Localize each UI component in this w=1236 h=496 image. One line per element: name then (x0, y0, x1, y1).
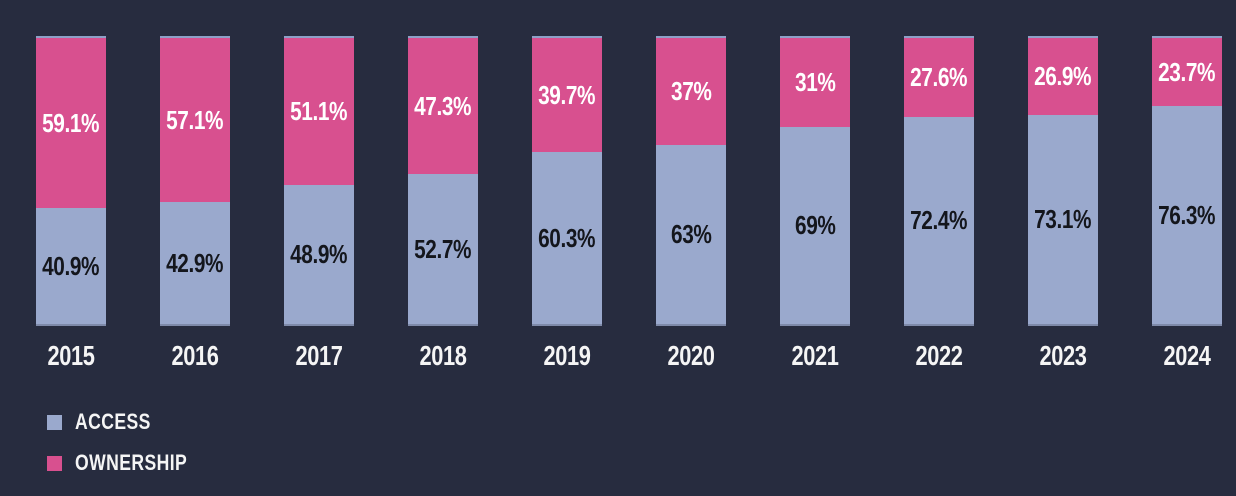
legend-item-access: ACCESS (47, 408, 215, 436)
ownership-segment: 59.1% (36, 38, 106, 209)
bar-column: 26.9% 73.1% 2023 (1028, 36, 1098, 371)
access-segment: 72.4% (904, 117, 974, 326)
bar-column: 27.6% 72.4% 2022 (904, 36, 974, 371)
ownership-segment: 51.1% (284, 38, 354, 186)
access-value-label: 42.9% (166, 247, 224, 278)
ownership-value-label: 51.1% (290, 96, 348, 127)
legend-label-ownership: OWNERSHIP (75, 450, 188, 475)
access-segment: 60.3% (532, 152, 602, 326)
year-label: 2020 (667, 340, 715, 371)
year-label: 2017 (295, 340, 343, 371)
bar-column: 31% 69% 2021 (780, 36, 850, 371)
access-swatch-icon (47, 414, 62, 430)
access-value-label: 52.7% (414, 233, 472, 264)
access-segment: 69% (780, 127, 850, 326)
access-segment: 48.9% (284, 185, 354, 326)
ownership-segment: 26.9% (1028, 38, 1098, 116)
access-segment: 63% (656, 144, 726, 326)
ownership-value-label: 23.7% (1158, 56, 1216, 87)
bar-column: 37% 63% 2020 (656, 36, 726, 371)
bar-column: 47.3% 52.7% 2018 (408, 36, 478, 371)
access-segment: 42.9% (160, 202, 230, 326)
year-label: 2019 (543, 340, 591, 371)
ownership-value-label: 27.6% (910, 62, 968, 93)
year-label: 2024 (1163, 340, 1211, 371)
access-value-label: 72.4% (910, 205, 968, 236)
access-value-label: 73.1% (1034, 204, 1092, 235)
ownership-segment: 31% (780, 38, 850, 128)
access-value-label: 69% (794, 210, 836, 241)
ownership-value-label: 31% (794, 67, 836, 98)
access-value-label: 63% (670, 218, 712, 249)
access-value-label: 48.9% (290, 239, 348, 270)
legend-item-ownership: OWNERSHIP (47, 449, 215, 477)
ownership-value-label: 47.3% (414, 90, 472, 121)
ownership-segment: 39.7% (532, 38, 602, 153)
access-segment: 76.3% (1152, 106, 1222, 326)
year-label: 2023 (1039, 340, 1087, 371)
year-label: 2022 (915, 340, 963, 371)
access-value-label: 40.9% (42, 250, 100, 281)
bar-column: 23.7% 76.3% 2024 (1152, 36, 1222, 371)
ownership-segment: 23.7% (1152, 38, 1222, 107)
access-segment: 73.1% (1028, 115, 1098, 326)
bar-column: 59.1% 40.9% 2015 (36, 36, 106, 371)
ownership-value-label: 59.1% (42, 107, 100, 138)
plot-area: 59.1% 40.9% 2015 57.1% 42.9% 2016 51.1% … (36, 36, 1222, 371)
year-label: 2016 (171, 340, 219, 371)
ownership-swatch-icon (47, 455, 62, 471)
ownership-segment: 57.1% (160, 38, 230, 203)
ownership-segment: 47.3% (408, 38, 478, 175)
bar-column: 57.1% 42.9% 2016 (160, 36, 230, 371)
access-segment: 40.9% (36, 208, 106, 326)
access-value-label: 60.3% (538, 222, 596, 253)
year-label: 2018 (419, 340, 467, 371)
year-label: 2015 (47, 340, 95, 371)
ownership-value-label: 26.9% (1034, 61, 1092, 92)
ownership-segment: 37% (656, 38, 726, 145)
legend-label-access: ACCESS (75, 409, 151, 434)
bar-column: 39.7% 60.3% 2019 (532, 36, 602, 371)
ownership-value-label: 57.1% (166, 104, 224, 135)
bar-column: 51.1% 48.9% 2017 (284, 36, 354, 371)
legend: ACCESS OWNERSHIP (47, 408, 215, 477)
ownership-value-label: 37% (670, 75, 712, 106)
access-segment: 52.7% (408, 174, 478, 326)
ownership-value-label: 39.7% (538, 79, 596, 110)
year-label: 2021 (791, 340, 839, 371)
ownership-segment: 27.6% (904, 38, 974, 118)
access-value-label: 76.3% (1158, 199, 1216, 230)
